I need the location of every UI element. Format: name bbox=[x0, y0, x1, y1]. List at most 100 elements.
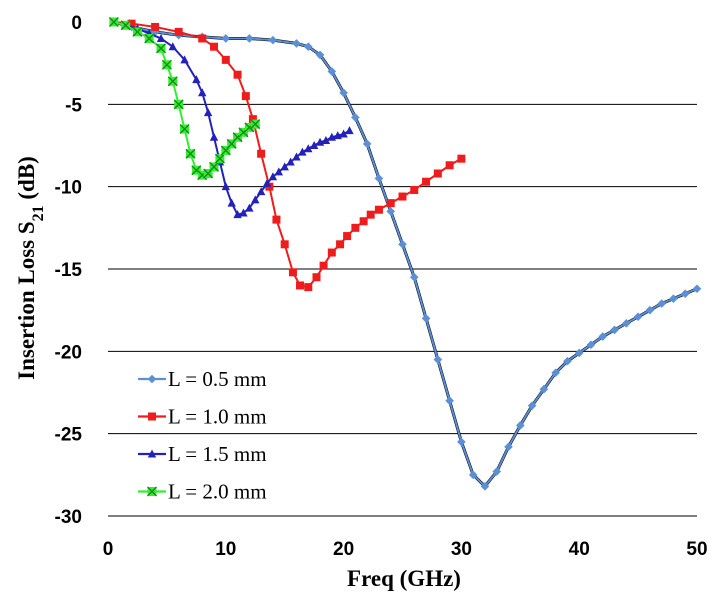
data-point bbox=[386, 207, 396, 216]
x-tick-label: 30 bbox=[451, 539, 472, 560]
data-point bbox=[227, 198, 236, 207]
data-point bbox=[351, 223, 360, 232]
data-point bbox=[108, 17, 119, 27]
data-point bbox=[304, 283, 313, 292]
data-point bbox=[192, 75, 201, 84]
y-tick-label: -15 bbox=[55, 260, 83, 281]
data-point bbox=[147, 374, 157, 384]
data-point bbox=[339, 88, 348, 98]
data-point bbox=[327, 67, 337, 76]
data-point bbox=[274, 167, 284, 176]
data-point bbox=[633, 312, 643, 322]
x-tick-labels: 0 10 20 30 40 50 bbox=[103, 539, 708, 560]
y-tick-label: -25 bbox=[55, 425, 83, 446]
data-point bbox=[250, 119, 261, 130]
data-point bbox=[257, 149, 266, 158]
data-point bbox=[239, 208, 248, 217]
data-point bbox=[179, 124, 190, 135]
data-point bbox=[374, 205, 383, 214]
data-point bbox=[132, 26, 143, 37]
data-point bbox=[151, 22, 160, 31]
y-axis-title: Insertion Loss S21 (dB) bbox=[14, 156, 47, 380]
legend-label: L = 0.5 mm bbox=[168, 367, 267, 391]
data-point bbox=[144, 33, 155, 44]
data-point bbox=[319, 261, 328, 270]
x-tick-label: 40 bbox=[569, 539, 590, 560]
data-point bbox=[539, 384, 549, 394]
legend-label: L = 2.0 mm bbox=[168, 480, 267, 504]
data-point bbox=[398, 192, 407, 201]
data-point bbox=[657, 299, 666, 308]
series-line bbox=[113, 21, 256, 177]
data-point bbox=[210, 42, 219, 51]
y-axis-title-main: Insertion Loss S bbox=[14, 221, 39, 379]
data-point bbox=[586, 340, 596, 350]
data-point bbox=[214, 153, 225, 164]
data-point bbox=[185, 148, 196, 159]
data-point bbox=[161, 59, 172, 70]
y-axis-title-unit: (dB) bbox=[14, 156, 39, 205]
data-point bbox=[680, 289, 690, 298]
data-point bbox=[327, 248, 336, 257]
x-tick-label: 10 bbox=[215, 539, 236, 560]
data-point bbox=[120, 20, 131, 31]
y-axis-title-subscript: 21 bbox=[30, 205, 47, 221]
data-point bbox=[492, 467, 502, 476]
data-point bbox=[280, 162, 289, 171]
data-point bbox=[209, 132, 219, 141]
data-point bbox=[268, 172, 278, 181]
data-point bbox=[272, 215, 281, 224]
legend-label: L = 1.0 mm bbox=[168, 405, 267, 429]
data-point bbox=[433, 355, 443, 364]
data-point bbox=[321, 136, 331, 145]
data-point bbox=[198, 34, 207, 43]
data-point bbox=[127, 19, 136, 28]
data-point bbox=[147, 486, 157, 497]
data-point bbox=[480, 482, 490, 491]
data-point bbox=[516, 421, 525, 430]
data-point bbox=[551, 368, 560, 378]
data-point bbox=[221, 34, 231, 43]
data-point bbox=[504, 442, 513, 452]
data-point bbox=[245, 34, 254, 43]
data-point bbox=[286, 157, 295, 166]
legend-entry: L = 1.5 mm bbox=[138, 442, 267, 466]
x-axis-title: Freq (GHz) bbox=[347, 566, 461, 591]
x-tick-label: 50 bbox=[686, 539, 707, 560]
data-point bbox=[527, 401, 537, 410]
data-point bbox=[198, 88, 207, 97]
data-point bbox=[288, 268, 297, 277]
data-point bbox=[241, 92, 250, 101]
data-point bbox=[292, 152, 301, 161]
y-tick-label: -10 bbox=[55, 178, 82, 199]
legend-entry: L = 1.0 mm bbox=[138, 405, 267, 429]
data-point bbox=[362, 139, 372, 149]
data-point bbox=[622, 319, 631, 328]
data-point bbox=[315, 50, 325, 60]
legend-label: L = 1.5 mm bbox=[168, 442, 267, 466]
data-point bbox=[296, 281, 305, 290]
x-tick-label: 0 bbox=[103, 539, 114, 560]
data-point bbox=[280, 240, 289, 249]
data-point bbox=[209, 161, 220, 172]
data-point bbox=[422, 177, 431, 186]
data-point bbox=[374, 174, 384, 183]
y-tick-label: -30 bbox=[55, 507, 82, 528]
data-point bbox=[203, 108, 213, 117]
data-point bbox=[563, 356, 572, 366]
data-point bbox=[174, 27, 183, 36]
data-point bbox=[251, 195, 260, 204]
y-tick-label: 0 bbox=[71, 13, 82, 34]
data-point bbox=[409, 272, 419, 282]
data-point bbox=[468, 470, 478, 480]
data-point bbox=[304, 144, 313, 153]
data-point bbox=[148, 412, 156, 421]
data-point bbox=[645, 305, 655, 315]
data-point bbox=[233, 70, 242, 79]
data-point bbox=[312, 273, 321, 282]
data-point bbox=[298, 147, 307, 156]
data-series bbox=[108, 17, 702, 491]
data-point bbox=[457, 154, 466, 163]
data-point bbox=[167, 76, 178, 87]
